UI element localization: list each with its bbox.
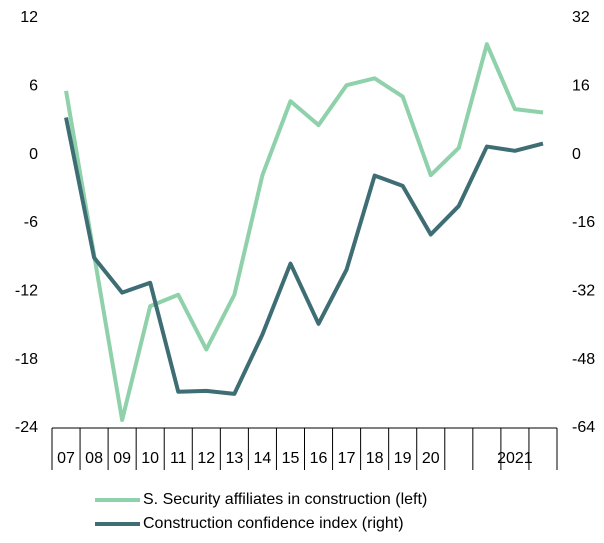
x-tick-label: 19 [394,450,412,467]
x-tick-label: 17 [338,450,356,467]
legend-label: S. Security affiliates in construction (… [143,491,427,508]
x-tick-label: 14 [254,450,272,467]
line-series [64,117,544,396]
x-tick-label: 2021 [497,450,533,467]
x-tick-label: 07 [57,450,75,467]
x-tick-label: 18 [366,450,384,467]
y-tick-label: 0 [29,146,38,163]
x-tick-label: 20 [422,450,440,467]
y-tick-label: 12 [20,9,38,26]
x-tick-label: 12 [197,450,215,467]
y2-tick-label: -48 [572,351,595,368]
y-tick-label: -24 [15,419,38,436]
x-tick-label: 16 [310,450,328,467]
x-tick-label: 15 [282,450,300,467]
x-tick-label: 09 [113,450,131,467]
y-tick-label: -6 [24,214,38,231]
y2-tick-label: -16 [572,214,595,231]
y2-tick-label: -32 [572,283,595,300]
x-tick-label: 11 [170,450,187,467]
y2-tick-label: 0 [572,146,581,163]
x-tick-label: 13 [225,450,243,467]
legend-label: Construction confidence index (right) [143,515,404,532]
y2-tick-label: -64 [572,419,595,436]
y-tick-label: -18 [15,351,38,368]
x-tick-label: 10 [141,450,159,467]
x-tick-label: 08 [85,450,103,467]
y2-tick-label: 32 [572,9,590,26]
y-tick-label: -12 [15,283,38,300]
y2-tick-label: 16 [572,78,590,95]
line-series [64,42,544,423]
y-tick-label: 6 [29,78,38,95]
